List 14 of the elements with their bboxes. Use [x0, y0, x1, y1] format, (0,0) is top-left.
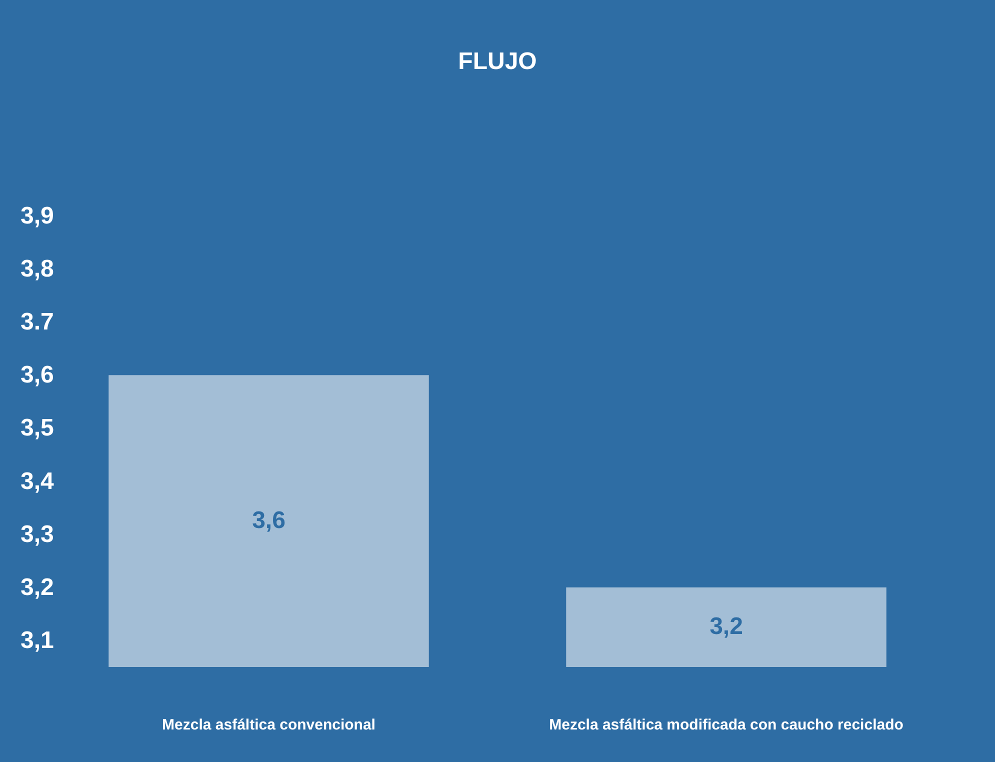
y-tick-label: 3,2	[20, 574, 54, 601]
y-tick-label: 3,8	[20, 256, 54, 283]
data-label: 3,6	[252, 507, 286, 534]
data-label: 3,2	[710, 613, 743, 640]
y-tick-label: 3,1	[20, 626, 54, 654]
x-tick-label: Mezcla asfáltica convencional	[162, 716, 376, 734]
y-tick-label: 3,6	[20, 362, 54, 389]
y-tick-label: 3,4	[20, 468, 55, 495]
y-tick-label: 3,5	[20, 414, 54, 442]
y-tick-label: 3,9	[20, 202, 54, 230]
y-tick-label: 3.7	[20, 308, 54, 336]
chart-title: FLUJO	[458, 48, 537, 75]
y-tick-label: 3,3	[20, 520, 54, 548]
x-tick-label: Mezcla asfáltica modificada con caucho reciclado	[549, 716, 904, 734]
